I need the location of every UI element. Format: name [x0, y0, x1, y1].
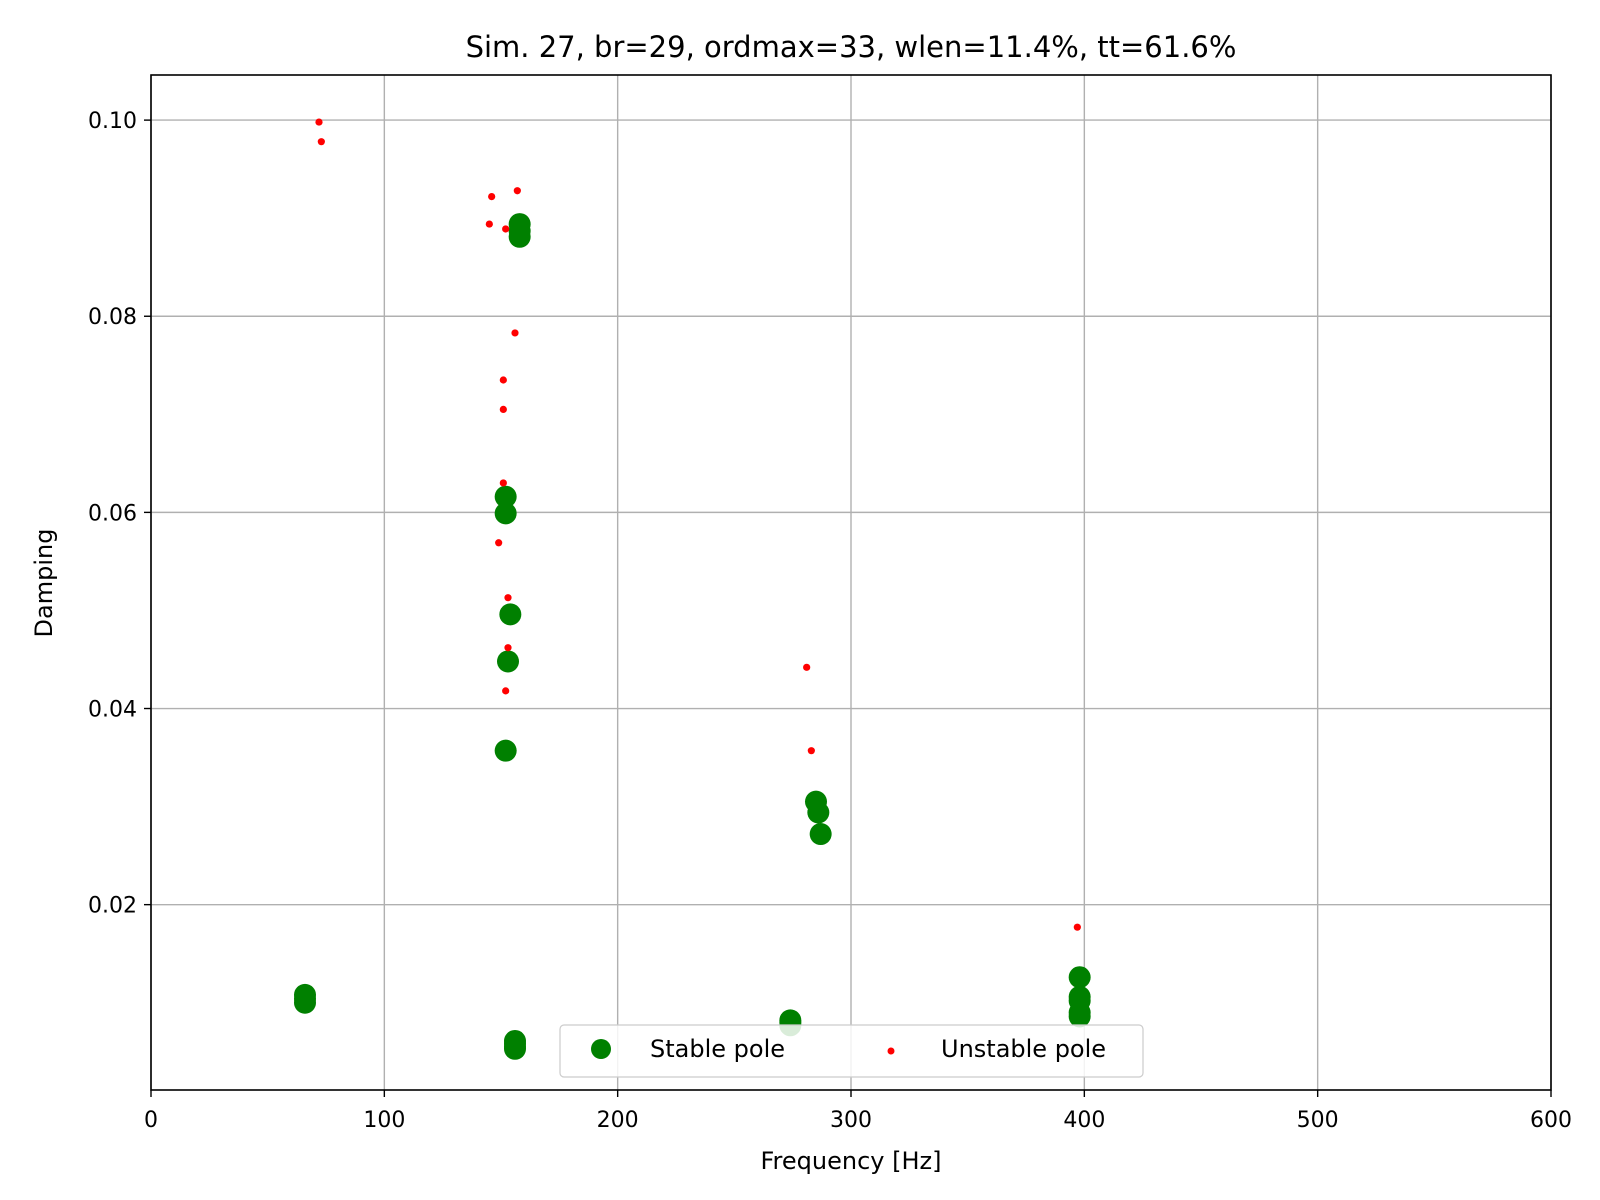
x-tick-label: 600	[1530, 1108, 1572, 1133]
legend-stable-marker	[591, 1039, 611, 1059]
unstable-pole-point	[317, 138, 325, 146]
y-tick-label: 0.02	[88, 894, 137, 919]
unstable-pole-point	[488, 193, 496, 201]
unstable-pole-point	[1073, 923, 1081, 931]
y-tick-label: 0.08	[88, 305, 137, 330]
unstable-pole-point	[499, 479, 507, 487]
legend-box	[559, 1024, 1144, 1078]
data-marks	[294, 118, 1091, 1060]
y-tick-label: 0.10	[88, 109, 137, 134]
stable-pole-point	[494, 485, 517, 508]
stable-pole-point	[504, 1037, 526, 1060]
stable-pole-point	[499, 603, 522, 626]
x-tick-label: 300	[830, 1108, 872, 1133]
unstable-pole-point	[511, 329, 519, 337]
x-tick-label: 400	[1063, 1108, 1105, 1133]
stable-pole-point	[508, 225, 531, 248]
x-tick-label: 100	[363, 1108, 405, 1133]
unstable-pole-point	[499, 376, 507, 384]
stable-pole-point	[1068, 966, 1091, 989]
x-tick-label: 0	[144, 1108, 158, 1133]
unstable-pole-point	[807, 747, 815, 755]
unstable-pole-point	[504, 644, 512, 652]
stable-pole-point	[497, 650, 519, 673]
axis-ticks: 0 100 200 300 400 500 600 0.02 0.04 0.06 0.08 0.10	[88, 109, 1572, 1133]
unstable-pole-point	[495, 539, 503, 547]
x-axis-title: Frequency [Hz]	[761, 1147, 942, 1175]
unstable-pole-point	[315, 118, 323, 126]
legend: Stable pole Unstable pole	[559, 1024, 1144, 1078]
unstable-pole-point	[485, 220, 493, 228]
chart-title: Sim. 27, br=29, ordmax=33, wlen=11.4%, t…	[466, 30, 1237, 64]
legend-unstable-label: Unstable pole	[941, 1035, 1106, 1063]
unstable-pole-point	[504, 594, 512, 602]
y-axis-title: Damping	[30, 529, 58, 638]
y-tick-label: 0.04	[88, 698, 137, 723]
stable-pole-point	[494, 502, 517, 525]
legend-stable-label: Stable pole	[650, 1035, 785, 1063]
x-tick-label: 500	[1297, 1108, 1339, 1133]
x-tick-label: 200	[597, 1108, 639, 1133]
unstable-pole-point	[499, 405, 507, 414]
stable-pole-point	[809, 823, 832, 846]
unstable-pole-point	[513, 187, 521, 195]
stable-pole-point	[1068, 1005, 1091, 1028]
unstable-pole-point	[502, 687, 510, 695]
stable-pole-point	[807, 801, 830, 824]
stable-pole-point	[494, 739, 517, 762]
y-tick-label: 0.06	[88, 501, 137, 526]
stable-pole-point	[294, 991, 316, 1014]
legend-unstable-marker	[887, 1047, 895, 1055]
unstable-pole-point	[803, 663, 811, 671]
unstable-pole-point	[502, 225, 510, 233]
grid-lines	[150, 75, 1552, 1090]
